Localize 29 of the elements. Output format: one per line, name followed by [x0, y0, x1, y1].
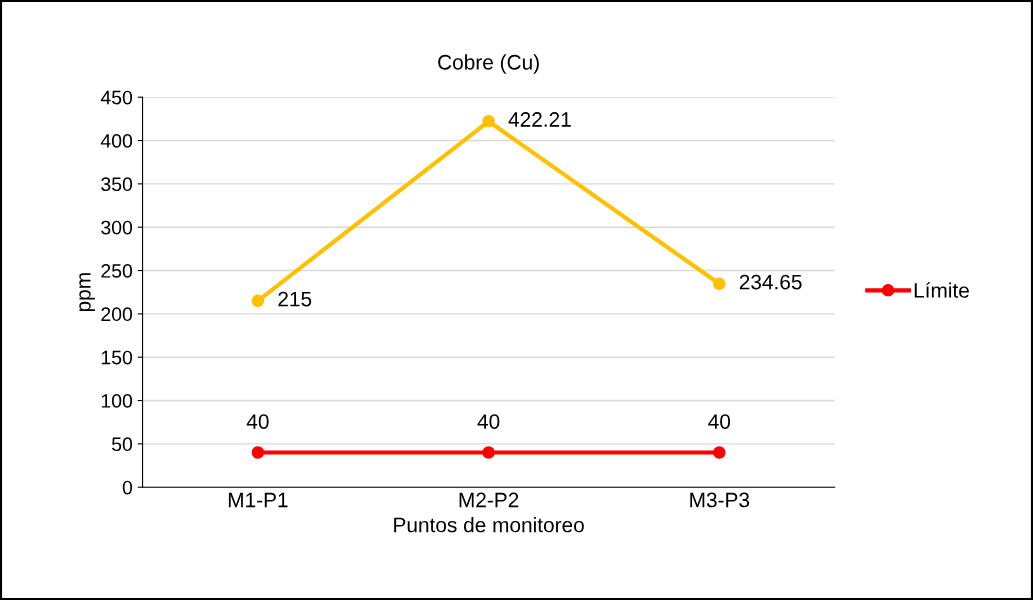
y-tick-label: 450: [100, 90, 133, 105]
point: [713, 277, 726, 291]
point: [251, 446, 265, 459]
x-tick-label: M2-P2: [459, 492, 519, 508]
y-tick-label: 300: [101, 220, 133, 235]
data-label: 40: [246, 414, 269, 429]
y-tick-label: 100: [101, 394, 133, 408]
data-label: 40: [477, 414, 500, 429]
y-tick-label: 200: [101, 307, 133, 322]
point: [482, 446, 495, 459]
y-axis-title: ppm: [79, 273, 95, 312]
y-tick-label: 0: [122, 480, 133, 495]
point: [713, 446, 726, 459]
y-tick-label: 250: [101, 264, 133, 278]
chart-title: Cobre (Cu): [438, 54, 539, 74]
y-tick-label: 150: [101, 350, 133, 365]
x-tick-label: M1-P1: [228, 492, 288, 508]
point: [251, 294, 265, 308]
data-label: 234.65: [739, 274, 802, 290]
y-tick-label: 350: [101, 177, 133, 192]
x-axis-title: Puntos de monitoreo: [394, 517, 584, 533]
data-label: 215: [278, 291, 312, 307]
y-tick-label: 50: [111, 437, 133, 452]
data-label: 40: [708, 414, 731, 429]
x-tick-label: M3-P3: [690, 492, 750, 508]
legend-label: Límite: [914, 282, 969, 298]
data-label: 422.21: [508, 112, 571, 127]
y-tick-label: 400: [100, 134, 133, 148]
point: [482, 115, 495, 128]
